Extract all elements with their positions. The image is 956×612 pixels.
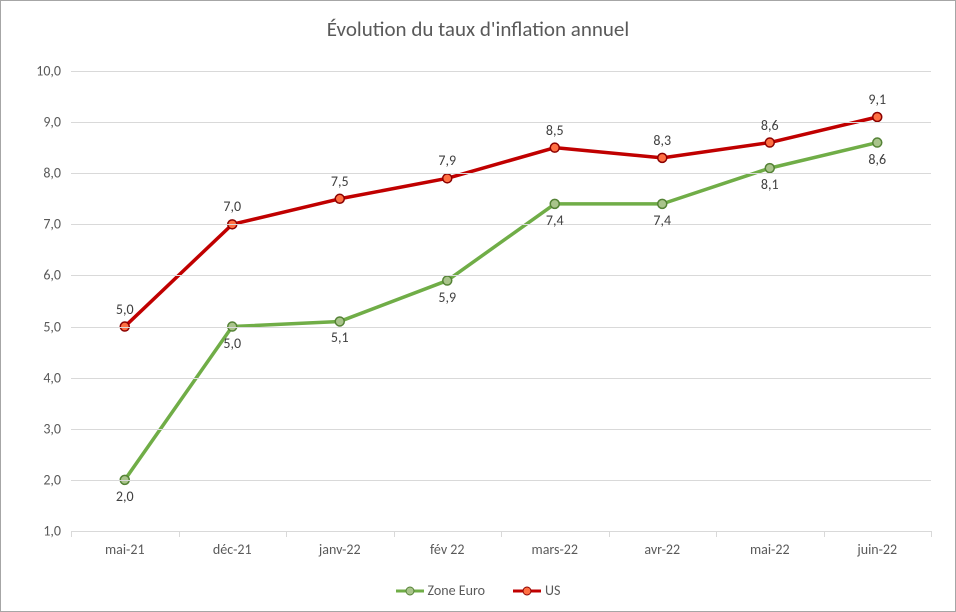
series-marker [658, 153, 667, 162]
y-axis-label: 9,0 [43, 114, 61, 131]
gridline [71, 327, 931, 328]
y-axis-label: 2,0 [43, 471, 61, 488]
gridline [71, 275, 931, 276]
gridline [71, 122, 931, 123]
data-label: 5,1 [331, 329, 349, 346]
gridline [71, 429, 931, 430]
x-axis-label: fév 22 [430, 541, 465, 558]
x-axis-label: mars-22 [532, 541, 578, 558]
x-tick-mark [609, 531, 610, 537]
data-label: 7,4 [546, 212, 564, 229]
plot-area: 1,02,03,04,05,06,07,08,09,010,0mai-21déc… [71, 71, 931, 531]
x-tick-mark [501, 531, 502, 537]
chart-legend: Zone Euro US [1, 582, 955, 599]
data-label: 7,9 [438, 152, 456, 169]
data-label: 9,1 [868, 91, 886, 108]
x-tick-mark [716, 531, 717, 537]
gridline [71, 378, 931, 379]
x-axis-label: déc-21 [213, 541, 252, 558]
x-axis-label: juin-22 [857, 541, 897, 558]
x-tick-mark [179, 531, 180, 537]
gridline [71, 71, 931, 72]
series-marker [765, 138, 774, 147]
chart-svg [71, 71, 931, 531]
series-marker [873, 113, 882, 122]
series-marker [335, 317, 344, 326]
y-axis-label: 8,0 [43, 165, 61, 182]
series-marker [765, 164, 774, 173]
series-marker [873, 138, 882, 147]
data-label: 7,0 [223, 198, 241, 215]
chart-container: Évolution du taux d'inflation annuel 1,0… [0, 0, 956, 612]
x-axis-label: mai-22 [750, 541, 790, 558]
data-label: 5,9 [438, 289, 456, 306]
data-label: 7,5 [331, 173, 349, 190]
series-marker [550, 199, 559, 208]
legend-key [396, 584, 424, 598]
data-label: 8,5 [546, 122, 564, 139]
y-axis-label: 3,0 [43, 420, 61, 437]
x-tick-mark [71, 531, 72, 537]
x-axis-label: mai-21 [105, 541, 145, 558]
legend-item: Zone Euro [396, 582, 485, 599]
legend-label: Zone Euro [428, 582, 485, 599]
x-tick-mark [394, 531, 395, 537]
data-label: 8,1 [761, 176, 779, 193]
series-marker [550, 143, 559, 152]
series-line [125, 117, 878, 327]
series-marker [443, 174, 452, 183]
x-axis-label: avr-22 [644, 541, 680, 558]
series-marker [335, 194, 344, 203]
data-label: 5,0 [116, 301, 134, 318]
y-axis-label: 10,0 [36, 63, 61, 80]
x-tick-mark [824, 531, 825, 537]
gridline [71, 224, 931, 225]
x-tick-mark [931, 531, 932, 537]
legend-label: US [545, 582, 560, 599]
y-axis-label: 5,0 [43, 318, 61, 335]
data-label: 8,3 [653, 132, 671, 149]
gridline [71, 173, 931, 174]
y-axis-label: 6,0 [43, 267, 61, 284]
legend-item: US [513, 582, 560, 599]
x-tick-mark [286, 531, 287, 537]
y-axis-label: 7,0 [43, 216, 61, 233]
y-axis-label: 4,0 [43, 369, 61, 386]
data-label: 2,0 [116, 488, 134, 505]
series-marker [443, 276, 452, 285]
gridline [71, 480, 931, 481]
data-label: 8,6 [761, 117, 779, 134]
data-label: 8,6 [868, 151, 886, 168]
x-axis-label: janv-22 [319, 541, 361, 558]
legend-key [513, 584, 541, 598]
data-label: 7,4 [653, 212, 671, 229]
y-axis-label: 1,0 [43, 523, 61, 540]
chart-title: Évolution du taux d'inflation annuel [1, 16, 955, 42]
series-marker [658, 199, 667, 208]
data-label: 5,0 [223, 335, 241, 352]
